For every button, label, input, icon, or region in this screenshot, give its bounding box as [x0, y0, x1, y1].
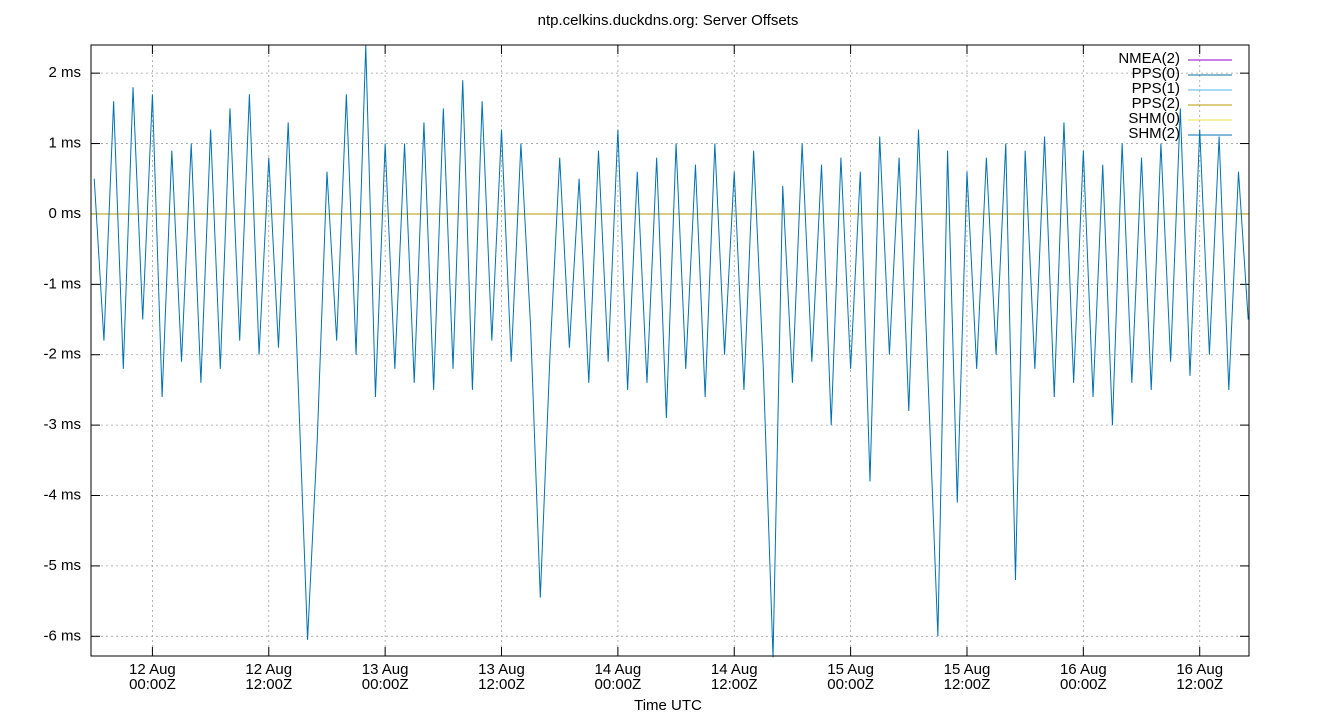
x-tick-label-line: 13 Aug [362, 661, 409, 678]
x-tick-label-line: 12:00Z [245, 676, 292, 693]
x-tick-label-line: 13 Aug [478, 661, 525, 678]
x-tick-label: 12 Aug 00:00Z [129, 661, 176, 693]
x-tick-label: 13 Aug 12:00Z [478, 661, 525, 693]
x-tick-label-line: 12:00Z [478, 676, 525, 693]
legend-label: PPS(2) [1132, 95, 1180, 112]
x-tick-label-line: 00:00Z [595, 676, 642, 693]
x-tick-label-line: 12:00Z [711, 676, 758, 693]
x-tick-label: 12 Aug 12:00Z [245, 661, 292, 693]
x-tick-label-line: 16 Aug [1176, 661, 1223, 678]
plot-border [90, 44, 1250, 657]
legend-label: PPS(0) [1132, 65, 1180, 82]
x-tick-label-line: 00:00Z [827, 676, 874, 693]
legend-label: PPS(1) [1132, 80, 1180, 97]
x-tick-label-line: 15 Aug [944, 661, 991, 678]
x-tick-label-line: 00:00Z [129, 676, 176, 693]
x-tick-label: 14 Aug 00:00Z [595, 661, 642, 693]
y-tick-label: -1 ms [44, 275, 82, 292]
y-tick-label: -3 ms [44, 416, 82, 433]
x-tick-label-line: 12:00Z [944, 676, 991, 693]
x-tick-label-line: 14 Aug [711, 661, 758, 678]
x-tick-label: 14 Aug 12:00Z [711, 661, 758, 693]
y-tick-label: -2 ms [44, 346, 82, 363]
x-tick-label: 16 Aug 00:00Z [1060, 661, 1107, 693]
y-tick-label: 1 ms [48, 135, 81, 152]
x-axis-label: Time UTC [634, 697, 702, 714]
x-tick-label-line: 12:00Z [1176, 676, 1223, 693]
y-tick-label: -4 ms [44, 486, 82, 503]
y-tick-label: 2 ms [48, 64, 81, 81]
legend-label: SHM(0) [1128, 110, 1180, 127]
x-tick-label: 13 Aug 00:00Z [362, 661, 409, 693]
x-tick-label: 16 Aug 12:00Z [1176, 661, 1223, 693]
y-tick-label: -5 ms [44, 557, 82, 574]
y-tick-label: -6 ms [44, 627, 82, 644]
y-tick-label: 0 ms [48, 205, 81, 222]
x-tick-label-line: 00:00Z [1060, 676, 1107, 693]
legend-label: NMEA(2) [1118, 50, 1180, 67]
x-tick-label: 15 Aug 00:00Z [827, 661, 874, 693]
x-tick-label-line: 16 Aug [1060, 661, 1107, 678]
x-tick-label-line: 15 Aug [827, 661, 874, 678]
x-tick-label-line: 00:00Z [362, 676, 409, 693]
chart-title: ntp.celkins.duckdns.org: Server Offsets [538, 12, 799, 29]
x-tick-label-line: 14 Aug [595, 661, 642, 678]
series-line [93, 44, 1249, 658]
x-tick-label-line: 12 Aug [245, 661, 292, 678]
legend-label: SHM(2) [1128, 125, 1180, 142]
x-tick-label: 15 Aug 12:00Z [944, 661, 991, 693]
x-tick-label-line: 12 Aug [129, 661, 176, 678]
